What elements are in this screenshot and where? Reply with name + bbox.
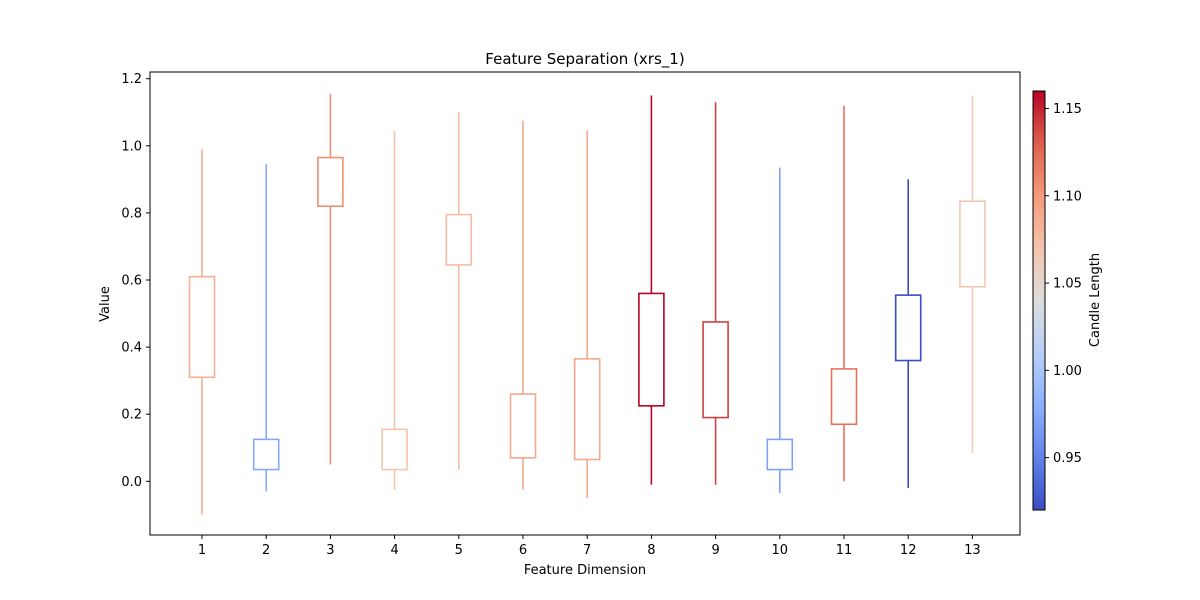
candle-body (252, 438, 280, 471)
colorbar-tick-label: 1.15 (1053, 102, 1082, 117)
candle-9 (702, 102, 729, 485)
x-tick-label: 8 (647, 543, 655, 558)
x-tick-label: 3 (326, 543, 334, 558)
x-axis-label: Feature Dimension (524, 563, 646, 578)
y-tick-label: 0.0 (121, 475, 142, 490)
x-tick-label: 7 (583, 543, 591, 558)
x-tick-label: 1 (198, 543, 206, 558)
y-tick-label: 1.2 (121, 72, 142, 87)
candle-6 (509, 120, 537, 490)
y-axis-label: Value (98, 286, 113, 322)
x-tick-label: 12 (900, 543, 917, 558)
candle-2 (252, 164, 280, 492)
candle-3 (317, 93, 344, 465)
candle-body (188, 275, 216, 379)
x-tick-label: 10 (772, 543, 789, 558)
plot-area: 0.00.20.40.60.81.01.21 2 3 4 5 6 7 8 9 10 11 12 13 (121, 71, 1021, 558)
candle-4 (381, 130, 408, 490)
candle-body (702, 321, 729, 419)
x-tick-label: 6 (519, 543, 527, 558)
candle-body (959, 200, 986, 288)
colorbar-label: Candle Length (1088, 253, 1103, 347)
candle-body (445, 213, 473, 266)
colorbar-tick-label: 1.10 (1053, 189, 1082, 204)
candle-8 (638, 95, 665, 485)
chart-title: Feature Separation (xrs_1) (485, 50, 684, 69)
x-tick-label: 11 (836, 543, 853, 558)
candle-11 (830, 105, 858, 482)
candle-10 (766, 167, 794, 494)
y-tick-label: 0.2 (121, 408, 142, 423)
candle-13 (959, 95, 986, 453)
x-tick-label: 2 (262, 543, 270, 558)
x-tick-label: 13 (964, 543, 981, 558)
y-tick-label: 0.8 (121, 206, 142, 221)
candle-body (509, 393, 537, 459)
candle-body (830, 368, 858, 426)
candle-body (638, 292, 665, 407)
colorbar-tick-label: 1.00 (1053, 364, 1082, 379)
y-tick-label: 0.4 (121, 341, 142, 356)
x-tick-label: 4 (390, 543, 398, 558)
colorbar-tick-label: 0.95 (1053, 451, 1082, 466)
y-tick-label: 1.0 (121, 139, 142, 154)
x-tick-label: 5 (455, 543, 463, 558)
x-tick-label: 9 (711, 543, 719, 558)
candle-body (766, 438, 794, 471)
colorbar: 0.95 1.00 1.05 1.10 1.15 (1032, 90, 1082, 511)
candle-7 (573, 130, 601, 499)
candle-5 (445, 112, 473, 470)
candle-body (573, 358, 601, 461)
candle-body (894, 294, 922, 362)
colorbar-gradient (1032, 90, 1046, 511)
candle-body (381, 428, 408, 471)
candle-1 (188, 149, 216, 515)
candle-body (317, 156, 344, 208)
y-tick-label: 0.6 (121, 274, 142, 289)
candle-12 (894, 179, 922, 489)
plot-frame (149, 71, 1021, 536)
colorbar-tick-label: 1.05 (1053, 277, 1082, 292)
